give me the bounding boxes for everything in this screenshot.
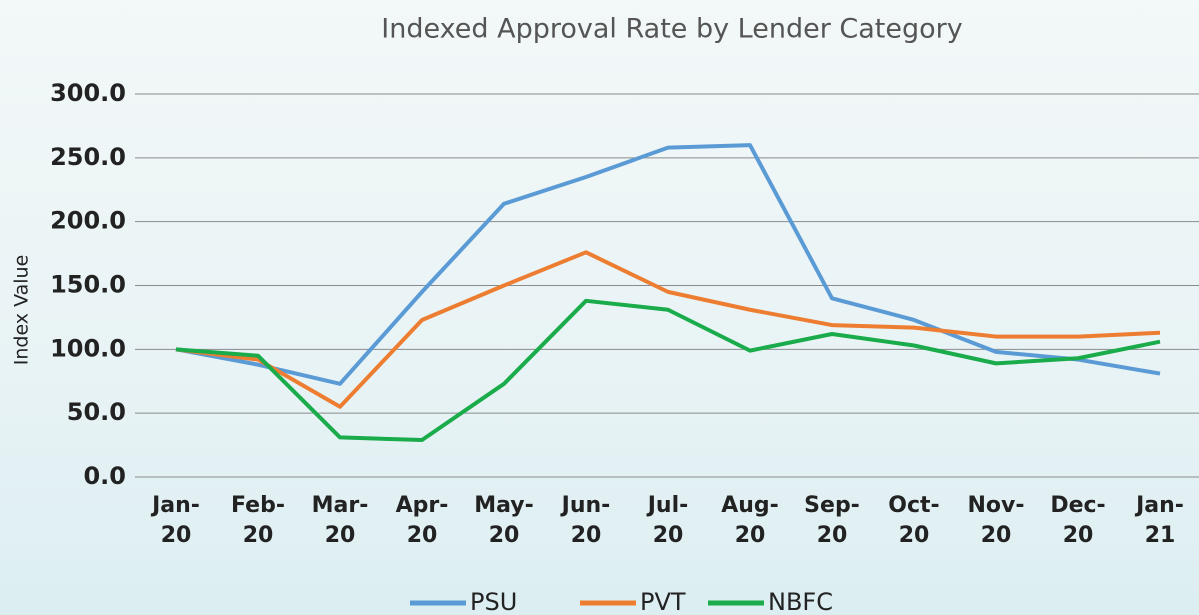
x-tick-label-part: Jan- <box>150 493 200 518</box>
x-tick-label-part: 20 <box>735 523 766 548</box>
y-tick-label: 250.0 <box>50 143 126 171</box>
x-tick-label-part: Dec- <box>1050 493 1105 518</box>
x-tick-label-part: 20 <box>243 523 274 548</box>
x-tick-label-part: Jan- <box>1134 493 1184 518</box>
y-tick-label: 100.0 <box>50 334 126 362</box>
x-tick-label: Aug- 20 <box>721 493 779 548</box>
x-tick-label-part: 21 <box>1145 523 1176 548</box>
x-tick-label-part: 20 <box>1063 523 1094 548</box>
line-series <box>176 252 1160 406</box>
x-tick-label-part: 20 <box>161 523 192 548</box>
x-tick-label-part: Mar- <box>312 493 369 518</box>
y-axis-label: Index Value <box>11 255 33 366</box>
x-tick-label-part: Oct- <box>888 493 939 518</box>
legend-label: NBFC <box>768 588 833 615</box>
chart-title: Indexed Approval Rate by Lender Category <box>381 14 962 45</box>
chart: Indexed Approval Rate by Lender Category… <box>0 0 1199 615</box>
x-tick-label: Apr- 20 <box>396 493 449 548</box>
x-tick-label: Jan- 21 <box>1134 493 1184 548</box>
x-tick-label-part: Sep- <box>804 493 860 518</box>
y-tick-label: 50.0 <box>67 398 126 426</box>
x-tick-label-part: 20 <box>489 523 520 548</box>
x-tick-label-part: 20 <box>899 523 930 548</box>
line-series <box>176 145 1160 384</box>
y-tick-label: 0.0 <box>83 462 126 490</box>
x-tick-label-part: Apr- <box>396 493 449 518</box>
x-tick-label-part: Jul- <box>646 493 689 518</box>
x-tick-label: Sep- 20 <box>804 493 860 548</box>
y-tick-label: 300.0 <box>50 79 126 107</box>
x-tick-label-part: Jun- <box>560 493 611 518</box>
legend-label: PSU <box>470 588 517 615</box>
x-tick-label-part: 20 <box>407 523 438 548</box>
x-tick-label-part: 20 <box>325 523 356 548</box>
x-tick-label: Jan- 20 <box>150 493 200 548</box>
x-tick-label: May- 20 <box>474 493 534 548</box>
x-tick-label-part: 20 <box>653 523 684 548</box>
line-series <box>176 301 1160 440</box>
x-tick-label: Jun- 20 <box>560 493 611 548</box>
x-tick-label-part: May- <box>474 493 534 518</box>
x-tick-label: Mar- 20 <box>312 493 369 548</box>
x-tick-label-part: 20 <box>981 523 1012 548</box>
y-tick-label: 150.0 <box>50 271 126 299</box>
x-tick-label: Feb- 20 <box>231 493 285 548</box>
x-tick-label-part: Aug- <box>721 493 779 518</box>
x-tick-label-part: 20 <box>571 523 602 548</box>
legend-label: PVT <box>640 588 686 615</box>
x-tick-label: Oct- 20 <box>888 493 939 548</box>
x-tick-label: Jul- 20 <box>646 493 689 548</box>
y-tick-label: 200.0 <box>50 207 126 235</box>
x-tick-label-part: Feb- <box>231 493 285 518</box>
x-tick-label: Nov- 20 <box>968 493 1025 548</box>
x-tick-label-part: Nov- <box>968 493 1025 518</box>
x-tick-label-part: 20 <box>817 523 848 548</box>
x-tick-label: Dec- 20 <box>1050 493 1105 548</box>
